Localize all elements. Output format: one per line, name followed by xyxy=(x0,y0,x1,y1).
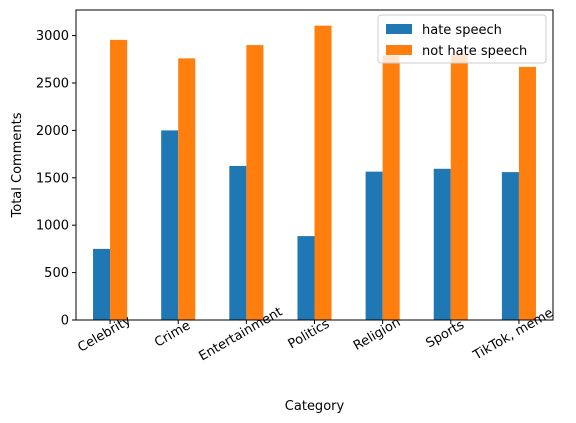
bar-not-hate-speech-1 xyxy=(178,58,196,320)
legend-frame xyxy=(377,14,547,64)
bar-not-hate-speech-5 xyxy=(450,54,468,320)
x-tick-label-5: Sports xyxy=(423,317,467,351)
bar-hate-speech-5 xyxy=(433,168,451,320)
y-axis: 0 500 1000 1500 2000 2500 3000 xyxy=(36,29,76,329)
bar-hate-speech-3 xyxy=(297,236,315,320)
bar-hate-speech-2 xyxy=(229,165,247,320)
bar-not-hate-speech-6 xyxy=(518,66,536,320)
y-tick-label-6: 3000 xyxy=(36,29,69,44)
bar-not-hate-speech-2 xyxy=(246,45,264,321)
x-tick-label-4: Religion xyxy=(351,315,403,354)
plot-frame xyxy=(75,9,554,321)
legend-swatch-1 xyxy=(386,45,412,55)
legend-label-1: not hate speech xyxy=(422,44,527,59)
x-tick-label-1: Crime xyxy=(152,318,193,350)
bars-group xyxy=(93,25,536,321)
x-axis-label: Category xyxy=(285,399,345,414)
legend-label-0: hate speech xyxy=(422,23,502,38)
bar-not-hate-speech-0 xyxy=(110,39,128,320)
y-axis-label: Total Comments xyxy=(10,112,25,218)
y-tick-label-3: 1500 xyxy=(36,171,69,186)
bar-not-hate-speech-3 xyxy=(314,25,332,320)
bar-not-hate-speech-4 xyxy=(382,55,400,321)
y-tick-label-1: 500 xyxy=(44,266,69,281)
y-tick-label-4: 2000 xyxy=(36,124,69,139)
legend-swatch-0 xyxy=(386,24,412,34)
bar-hate-speech-0 xyxy=(93,248,111,320)
y-tick-label-2: 1000 xyxy=(36,219,69,234)
x-tick-label-3: Politics xyxy=(286,317,333,353)
legend: hate speech not hate speech xyxy=(377,14,547,64)
y-tick-label-5: 2500 xyxy=(36,76,69,91)
bar-hate-speech-4 xyxy=(365,171,383,320)
bar-hate-speech-1 xyxy=(161,130,179,320)
y-tick-label-0: 0 xyxy=(61,314,69,329)
bar-hate-speech-6 xyxy=(501,172,519,320)
